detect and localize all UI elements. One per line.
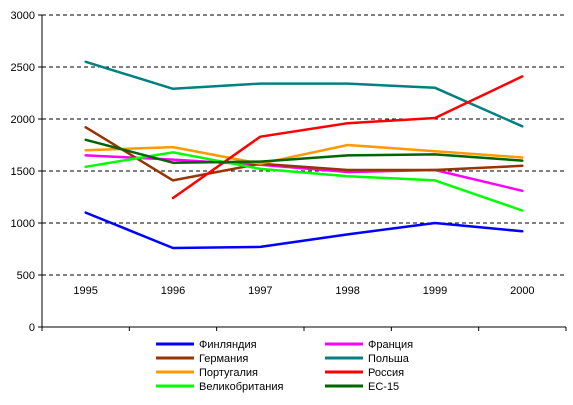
- legend-item: Польша: [325, 353, 410, 365]
- series-8: [84, 138, 524, 164]
- series-line: [171, 75, 524, 200]
- x-tick-label: 1998: [335, 285, 359, 297]
- series-line: [84, 60, 524, 128]
- series-lines: [84, 60, 524, 250]
- legend-label: Великобритания: [199, 381, 284, 393]
- legend-item: Россия: [325, 367, 404, 379]
- legend-label: Португалия: [199, 367, 258, 379]
- legend-label: Финляндия: [199, 339, 257, 351]
- gridlines: [42, 14, 566, 276]
- legend-item: Франция: [325, 339, 413, 351]
- y-tick-label: 1000: [11, 218, 35, 230]
- series-line: [84, 143, 524, 165]
- series-line: [84, 126, 524, 182]
- x-tick-label: 1996: [161, 285, 185, 297]
- y-tick-label: 1500: [11, 166, 35, 178]
- series-5: [84, 143, 524, 165]
- series-1: [84, 211, 524, 250]
- legend-label: Франция: [368, 339, 413, 351]
- series-line: [84, 138, 524, 164]
- x-tick-label: 2000: [510, 285, 534, 297]
- y-tick-label: 3000: [11, 10, 35, 22]
- legend: Финляндия Франция Германия Польша Португалия…: [156, 339, 413, 393]
- axes: 0 500 1000 1500 2000 2500 3000 1995 1996 1997 1998…: [11, 10, 567, 334]
- series-line: [84, 151, 524, 212]
- legend-label: ЕС-15: [368, 381, 399, 393]
- legend-item: Германия: [156, 353, 248, 365]
- legend-label: Россия: [368, 367, 404, 379]
- series-line: [84, 211, 524, 250]
- legend-item: Великобритания: [156, 381, 284, 393]
- legend-item: ЕС-15: [325, 381, 399, 393]
- y-tick-label: 500: [17, 270, 35, 282]
- legend-label: Польша: [368, 353, 410, 365]
- x-tick-label: 1997: [248, 285, 272, 297]
- series-7: [84, 151, 524, 212]
- legend-item: Финляндия: [156, 339, 257, 351]
- x-tick-label: 1995: [73, 285, 97, 297]
- y-tick-label: 2000: [11, 114, 35, 126]
- y-tick-label: 2500: [11, 62, 35, 74]
- series-4: [84, 60, 524, 128]
- legend-label: Германия: [199, 353, 248, 365]
- series-3: [84, 126, 524, 182]
- legend-item: Португалия: [156, 367, 258, 379]
- series-6: [171, 75, 524, 200]
- x-tick-label: 1999: [423, 285, 447, 297]
- y-tick-label: 0: [29, 322, 35, 334]
